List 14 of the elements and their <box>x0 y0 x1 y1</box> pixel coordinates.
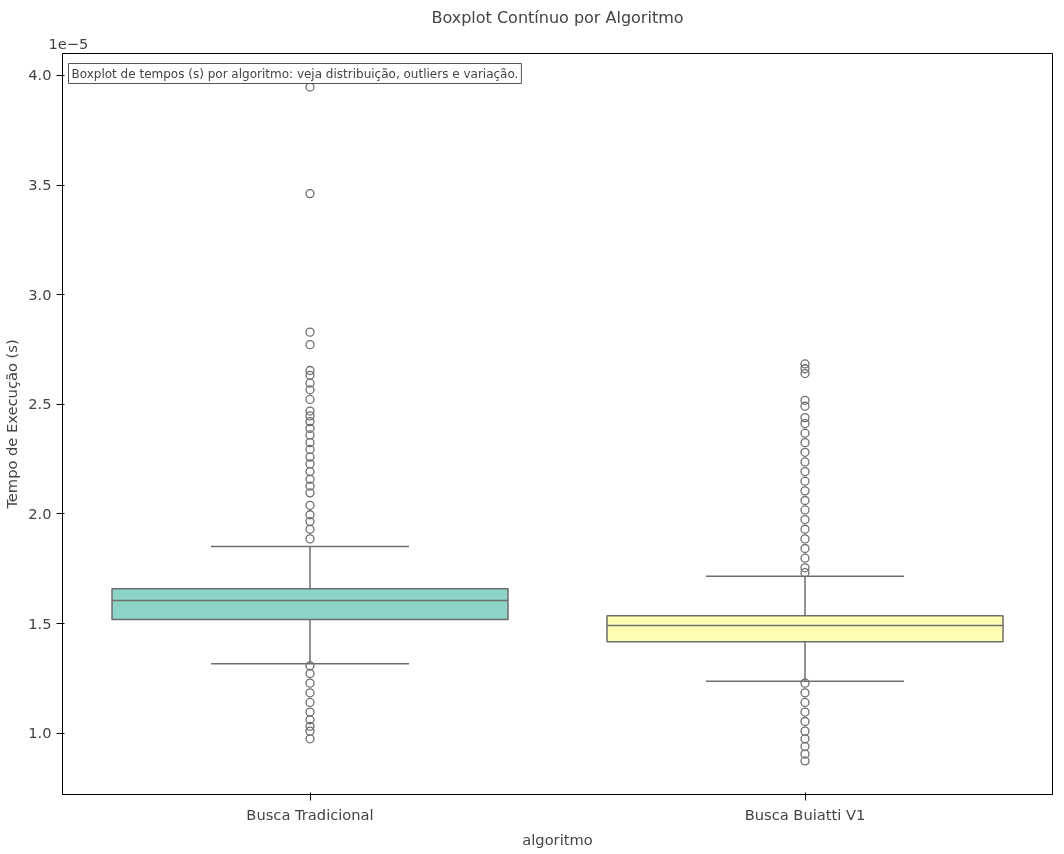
y-axis-title: Tempo de Execução (s) <box>3 339 21 510</box>
x-tick-label: Busca Tradicional <box>246 805 374 823</box>
y-tick-label: 1.5 <box>28 614 52 632</box>
y-tick-label: 1.0 <box>28 724 52 742</box>
x-axis-title: algoritmo <box>522 830 593 848</box>
y-tick-label: 2.0 <box>28 504 52 522</box>
annotation: Boxplot de tempos (s) por algoritmo: veja distribuição, outliers e variação. <box>71 66 519 81</box>
y-tick-label: 3.0 <box>28 285 52 303</box>
chart-title: Boxplot Contínuo por Algoritmo <box>431 7 684 27</box>
x-tick-label: Busca Buiatti V1 <box>744 805 866 823</box>
text: 1e−5 <box>48 34 89 52</box>
y-tick-label: 4.0 <box>28 66 52 84</box>
y-tick-label: 2.5 <box>28 395 52 413</box>
y-tick-label: 3.5 <box>28 176 52 194</box>
